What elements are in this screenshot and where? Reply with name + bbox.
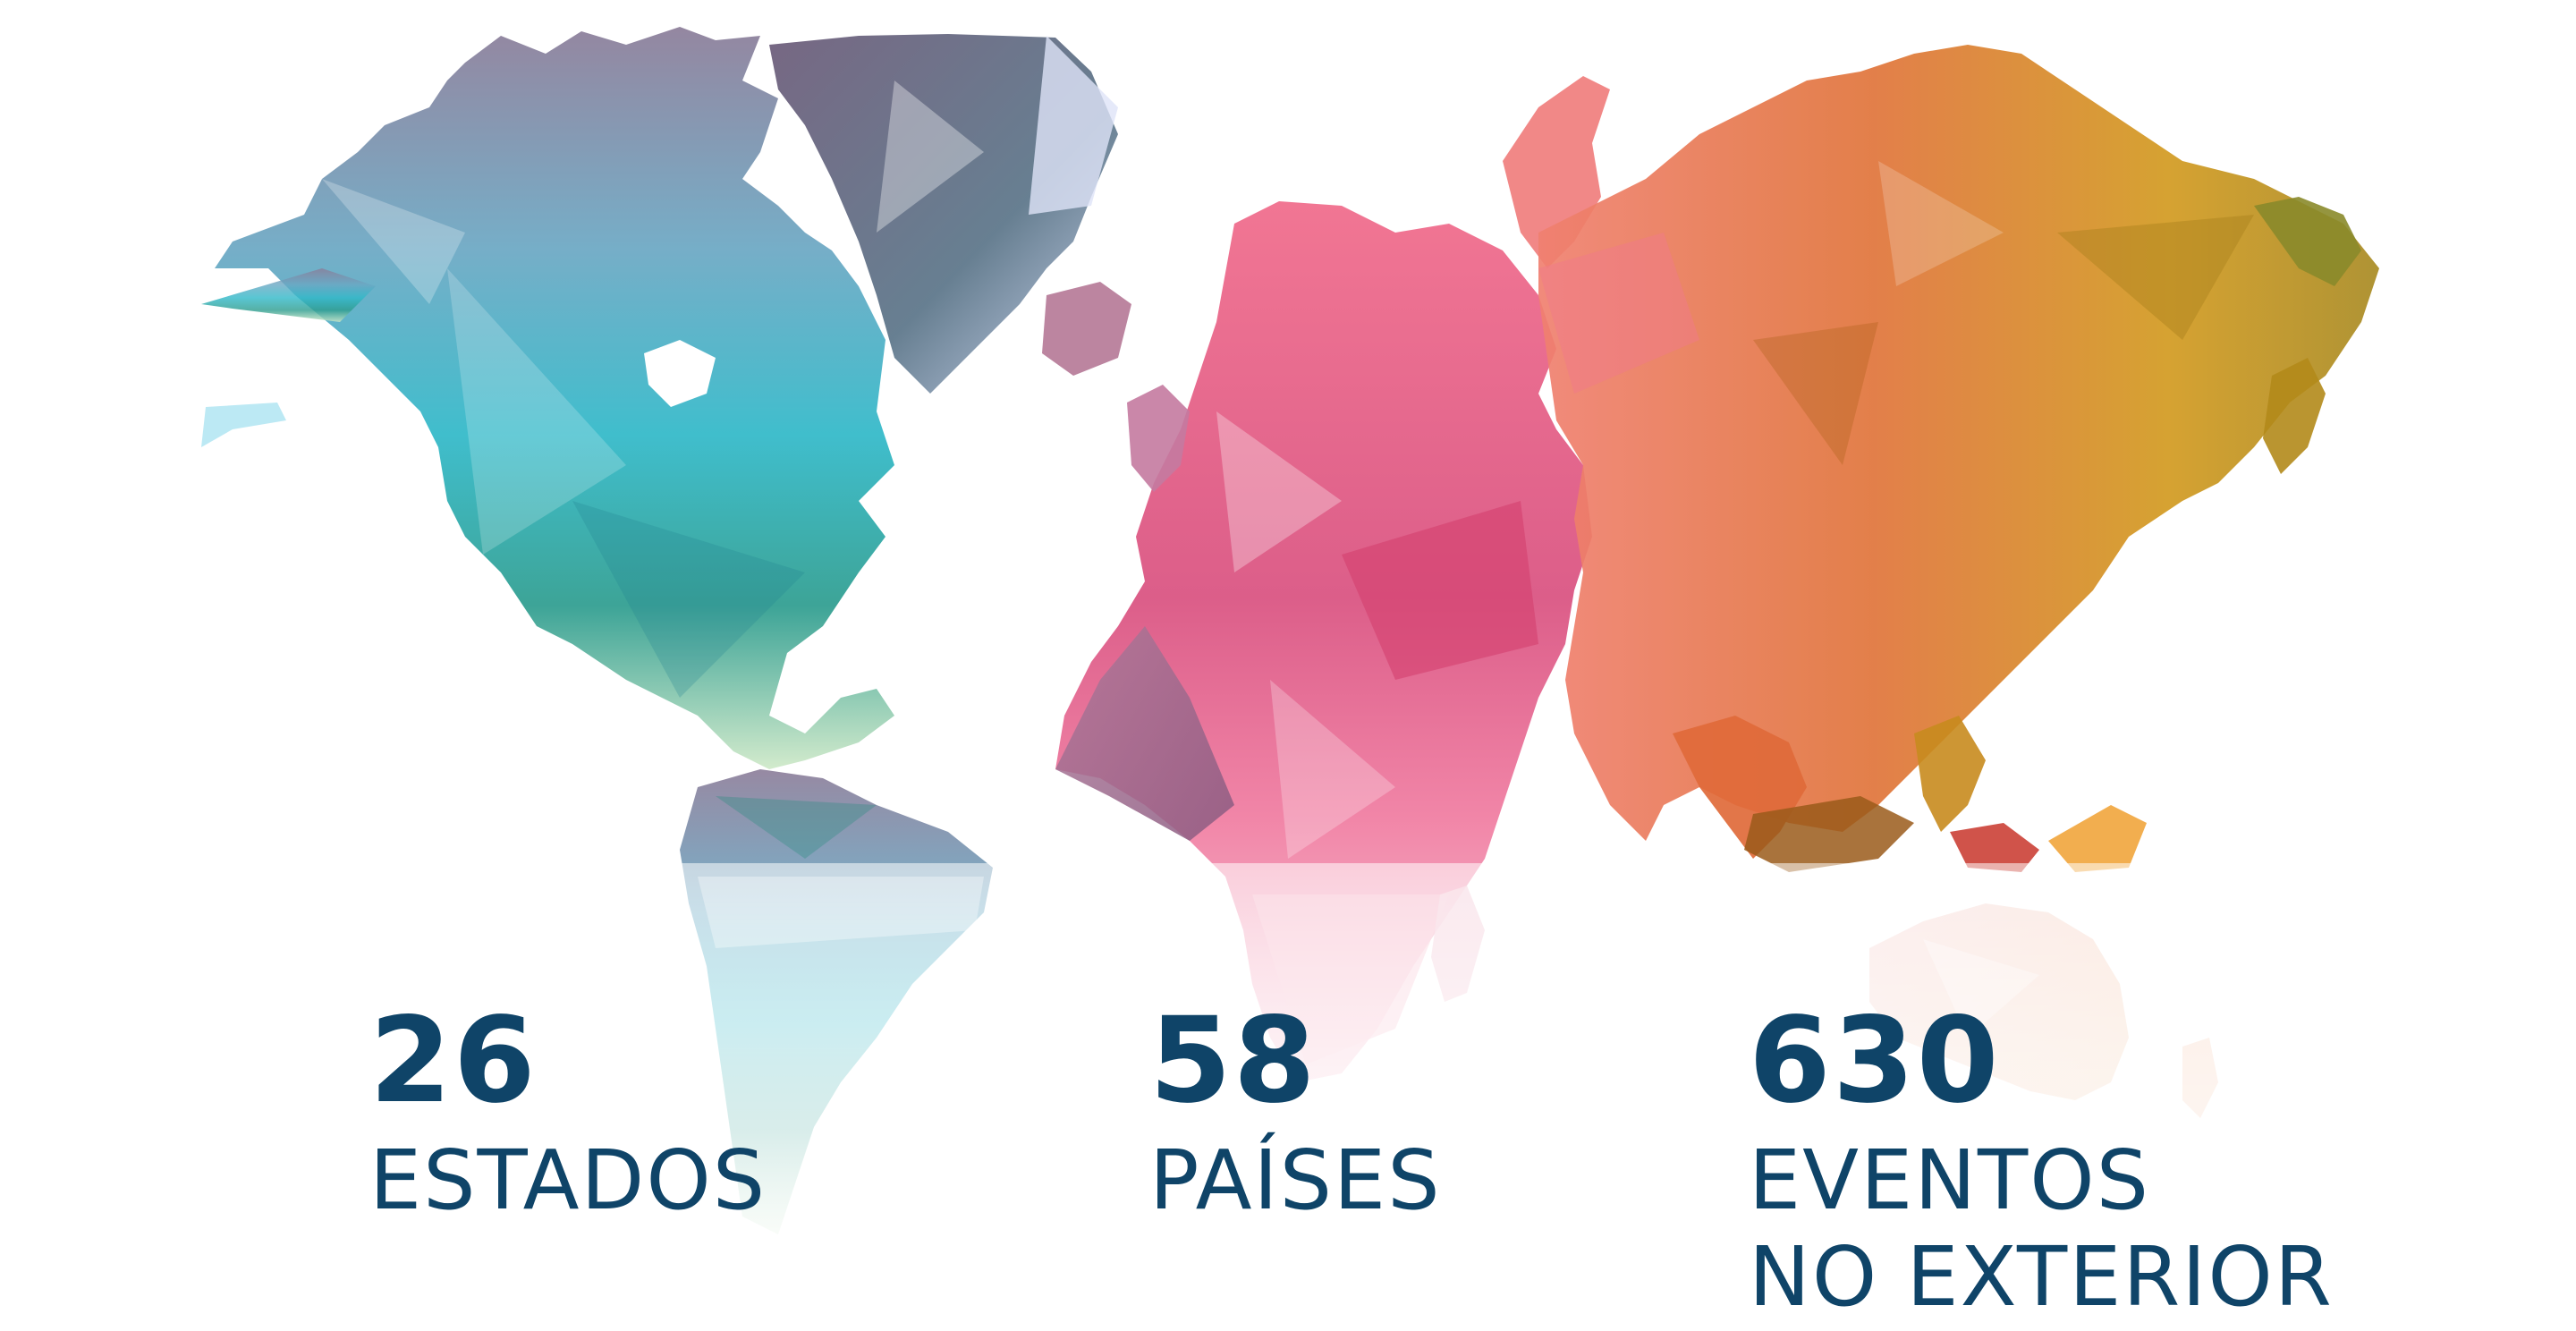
stat-states-number: 26 <box>369 992 538 1130</box>
stat-countries-label: PAÍSES <box>1149 1132 1442 1228</box>
north-america <box>201 27 894 769</box>
stat-countries: 58 PAÍSES <box>1149 1002 1442 1229</box>
stat-events-number: 630 <box>1749 992 2001 1130</box>
stat-events-label-line2: NO EXTERIOR <box>1749 1229 2334 1325</box>
stat-states: 26 ESTADOS <box>369 1002 767 1229</box>
greenland <box>769 34 1118 394</box>
asia <box>1538 45 2379 872</box>
stat-events: 630 EVENTOS NO EXTERIOR <box>1749 1002 2334 1326</box>
iceland <box>1042 282 1131 376</box>
stat-states-label: ESTADOS <box>369 1132 767 1228</box>
map-fade-overlay <box>0 863 2576 1331</box>
stat-events-label-line1: EVENTOS <box>1749 1132 2151 1228</box>
stat-countries-number: 58 <box>1149 992 1318 1130</box>
